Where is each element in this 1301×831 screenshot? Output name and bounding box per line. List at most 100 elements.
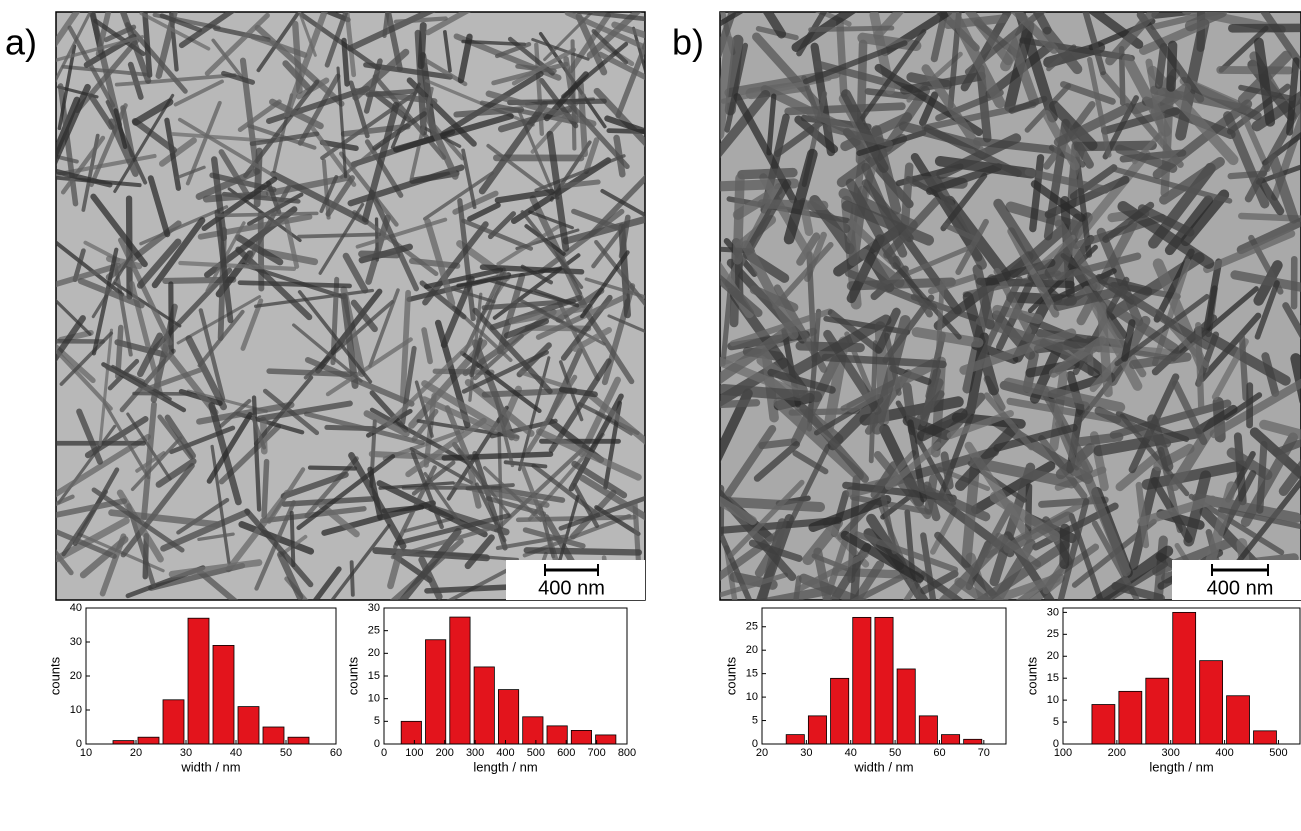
rods — [56, 12, 645, 600]
rod — [218, 149, 250, 197]
rod — [408, 549, 519, 562]
rod — [461, 148, 477, 209]
rod — [267, 467, 306, 524]
rod — [1048, 100, 1098, 151]
rod — [989, 462, 1036, 587]
rod — [597, 51, 645, 81]
rod — [113, 93, 175, 193]
rod — [409, 447, 473, 485]
rod — [297, 12, 317, 57]
rod — [249, 131, 320, 147]
rod — [1218, 25, 1269, 73]
rod — [808, 495, 892, 532]
rod — [244, 508, 314, 588]
rod — [591, 28, 629, 65]
rod — [348, 452, 407, 550]
rod — [422, 221, 489, 306]
rod — [289, 510, 296, 568]
rod — [720, 388, 753, 464]
rod — [806, 308, 822, 432]
rod — [1008, 95, 1048, 114]
rod — [56, 262, 122, 288]
rod — [340, 293, 359, 389]
rod — [478, 100, 548, 195]
rod — [566, 100, 630, 170]
rod — [1093, 427, 1203, 457]
rod — [840, 530, 924, 583]
rod — [1141, 460, 1248, 490]
rod — [970, 457, 1078, 489]
rod — [474, 482, 507, 543]
y-tick-label: 20 — [70, 670, 82, 682]
rod — [1082, 12, 1106, 76]
rod — [269, 98, 324, 130]
bar — [963, 738, 983, 745]
rod — [851, 560, 885, 600]
rod — [56, 315, 86, 363]
rod — [297, 73, 341, 146]
rod — [1010, 12, 1059, 54]
rod — [114, 73, 237, 87]
x-tick-label: 500 — [527, 747, 545, 759]
rod — [720, 399, 761, 409]
rod — [1204, 481, 1237, 569]
rod — [974, 540, 1071, 600]
rod — [871, 315, 911, 435]
rod — [307, 465, 358, 471]
y-tick-label: 0 — [752, 738, 758, 750]
rod — [1108, 282, 1211, 350]
rod — [372, 74, 447, 160]
rod — [793, 575, 802, 600]
x-tick-label: 40 — [230, 747, 242, 759]
bar — [570, 730, 592, 745]
rod — [1060, 81, 1116, 105]
rod — [160, 509, 251, 552]
rod — [56, 549, 74, 576]
rod — [959, 328, 1077, 375]
rod — [344, 12, 357, 78]
rod — [423, 171, 495, 221]
rod — [1154, 42, 1168, 89]
rod — [796, 12, 828, 57]
rod — [955, 218, 989, 275]
rod — [1203, 229, 1296, 274]
rod — [178, 260, 297, 272]
y-tick-label: 25 — [1047, 628, 1059, 640]
rod — [325, 175, 355, 217]
x-tick-label: 30 — [800, 747, 812, 759]
rod — [503, 318, 550, 339]
rod — [245, 184, 291, 266]
rod — [67, 25, 116, 108]
rods — [720, 12, 1301, 600]
rod — [461, 39, 527, 47]
rod — [318, 202, 365, 275]
rod — [158, 137, 197, 167]
rod — [720, 12, 745, 27]
rod — [261, 248, 319, 266]
rod — [1129, 352, 1192, 370]
rod — [256, 12, 302, 73]
rod — [720, 36, 735, 140]
rod — [56, 494, 75, 507]
rod — [737, 167, 798, 180]
rod — [361, 101, 400, 223]
rod — [90, 193, 148, 268]
x-tick-label: 70 — [978, 747, 990, 759]
rod — [720, 325, 793, 385]
bar — [896, 668, 916, 745]
rod — [386, 339, 475, 426]
rod — [270, 170, 369, 225]
x-tick-label: 600 — [557, 747, 575, 759]
rod — [1282, 302, 1301, 340]
rod — [874, 307, 901, 354]
x-tick-label: 60 — [330, 747, 342, 759]
rod — [297, 290, 373, 384]
rod — [720, 89, 771, 159]
y-tick-label: 10 — [746, 691, 758, 703]
rod — [594, 239, 645, 307]
rod — [99, 533, 127, 597]
bar — [941, 734, 961, 745]
rod — [517, 297, 581, 334]
rod — [418, 556, 443, 600]
rod — [390, 524, 499, 560]
